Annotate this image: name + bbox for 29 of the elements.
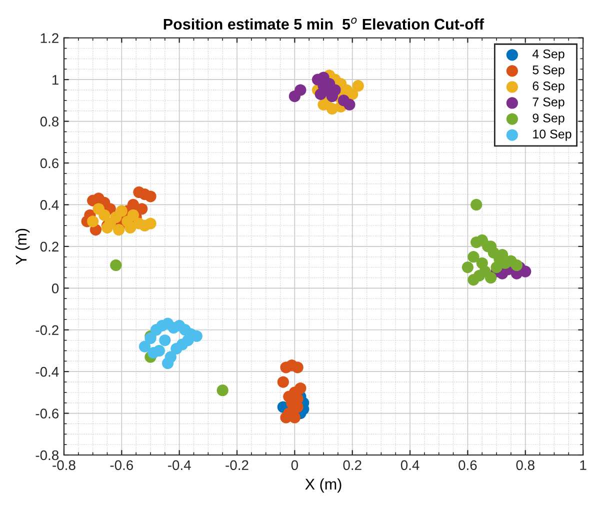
legend-label: 9 Sep xyxy=(532,114,564,125)
x-tick-label: 0.6 xyxy=(458,460,477,470)
x-tick-label: -0.4 xyxy=(168,460,191,470)
x-axis-title: X (m) xyxy=(305,478,342,493)
x-tick-label: 0.8 xyxy=(516,460,534,470)
y-tick-label: 1 xyxy=(52,75,58,85)
y-tick-label: 0 xyxy=(52,283,59,294)
legend-label: 10 Sep xyxy=(533,130,572,141)
x-tick-label: -0.2 xyxy=(226,460,248,470)
y-tick-label: -0.4 xyxy=(36,366,59,377)
y-tick-label: 0.4 xyxy=(40,200,59,210)
x-tick-label: 0 xyxy=(291,460,298,470)
y-tick-label: 1.2 xyxy=(40,33,58,43)
y-tick-label: 0.8 xyxy=(40,116,59,126)
y-tick-label: -0.2 xyxy=(36,325,58,336)
chart-title: Position estimate 5 min 5$^{o}$ Elevation Cut-off xyxy=(164,18,484,30)
y-tick-label: -0.6 xyxy=(36,408,59,418)
y-tick-label: 0.6 xyxy=(40,158,59,168)
legend-label: 6 Sep xyxy=(532,82,564,93)
y-tick-label: 0.2 xyxy=(40,242,58,252)
legend-label: 4 Sep xyxy=(532,49,564,61)
x-tick-label: -0.6 xyxy=(110,460,134,470)
y-axis-title: Y (m) xyxy=(15,228,30,265)
x-tick-label: 0.4 xyxy=(400,460,420,470)
x-tick-label: 0.2 xyxy=(343,460,362,470)
legend-label: 7 Sep xyxy=(532,98,564,109)
x-tick-label: 1 xyxy=(580,460,586,470)
y-tick-label: -0.8 xyxy=(36,450,59,460)
legend-label: 5 Sep xyxy=(532,65,564,77)
